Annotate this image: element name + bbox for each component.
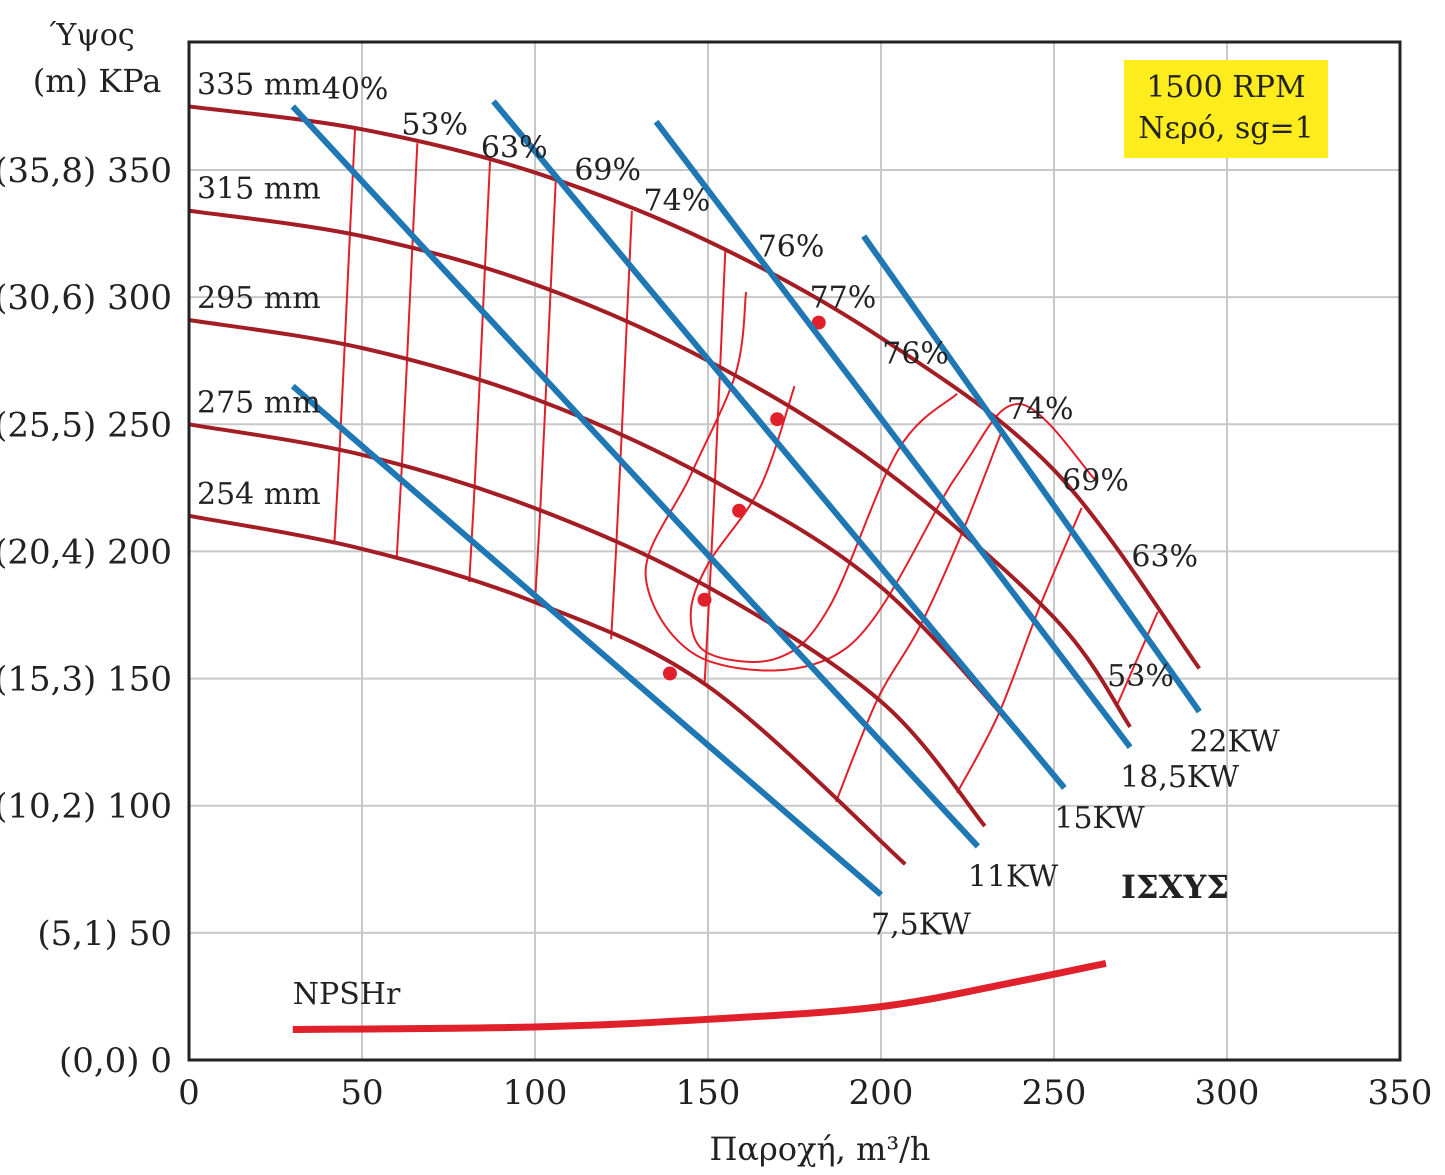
power-line bbox=[290, 383, 883, 897]
bep-point bbox=[770, 412, 785, 427]
efficiency-contour bbox=[610, 210, 633, 640]
rpm-label: 1500 RPM bbox=[1146, 70, 1305, 105]
efficiency-contour bbox=[468, 161, 492, 583]
efficiency-contour bbox=[956, 507, 1083, 794]
impeller-curve-295mm bbox=[188, 318, 1046, 764]
efficiency-contour bbox=[333, 128, 357, 544]
bep-point bbox=[732, 503, 747, 518]
impeller-label: 295 mm bbox=[197, 281, 321, 316]
x-tick-label: 100 bbox=[503, 1073, 568, 1113]
efficiency-label: 74% bbox=[644, 184, 711, 219]
power-title: ΙΣΧΥΣ bbox=[1121, 868, 1229, 906]
impeller-label: 335 mm bbox=[197, 67, 321, 102]
efficiency-label: 77% bbox=[810, 280, 877, 315]
x-tick-label: 350 bbox=[1368, 1073, 1433, 1113]
power-line-label: 22KW bbox=[1189, 725, 1280, 760]
efficiency-contour-76 bbox=[644, 291, 1097, 672]
efficiency-contours bbox=[333, 128, 1159, 803]
efficiency-label: 40% bbox=[322, 72, 389, 107]
power-lines bbox=[290, 99, 1202, 897]
fluid-label: Νερό, sg=1 bbox=[1138, 111, 1313, 146]
efficiency-contour bbox=[534, 180, 557, 603]
impeller-curve-275mm bbox=[188, 422, 987, 828]
plot-frame bbox=[187, 40, 1402, 1062]
x-tick-label: 300 bbox=[1195, 1073, 1260, 1113]
power-line bbox=[290, 104, 981, 849]
efficiency-contour bbox=[1115, 611, 1159, 708]
y-tick-label: (30,6) 300 bbox=[0, 278, 172, 318]
efficiency-label: 76% bbox=[882, 336, 949, 371]
impeller-curve-254mm bbox=[188, 513, 907, 866]
power-line-label: 18,5KW bbox=[1120, 760, 1239, 795]
power-line bbox=[491, 99, 1067, 790]
power-line-label: 15KW bbox=[1054, 801, 1145, 836]
efficiency-contour-77 bbox=[689, 385, 958, 663]
bep-point bbox=[697, 592, 712, 607]
y-axis-title-line2: (m) KPa bbox=[33, 62, 162, 100]
y-tick-label: (5,1) 50 bbox=[37, 914, 172, 954]
efficiency-label: 76% bbox=[758, 229, 825, 264]
power-line-label: 7,5KW bbox=[871, 908, 971, 943]
efficiency-label: 69% bbox=[1062, 463, 1129, 498]
efficiency-contour bbox=[395, 143, 419, 560]
x-tick-label: 200 bbox=[849, 1073, 914, 1113]
rpm-box-background bbox=[1124, 60, 1328, 158]
y-tick-label: (0,0) 0 bbox=[59, 1041, 172, 1081]
npshr-label: NPSHr bbox=[293, 977, 401, 1012]
x-tick-label: 0 bbox=[178, 1073, 200, 1113]
efficiency-label: 53% bbox=[401, 107, 468, 142]
x-tick-label: 250 bbox=[1022, 1073, 1087, 1113]
efficiency-label: 74% bbox=[1007, 392, 1074, 427]
efficiency-label: 69% bbox=[574, 153, 641, 188]
power-line bbox=[861, 234, 1202, 714]
power-line-label: 11KW bbox=[968, 859, 1059, 894]
y-tick-label: (10,2) 100 bbox=[0, 787, 172, 827]
y-tick-label: (15,3) 150 bbox=[0, 660, 172, 700]
impeller-curve-335mm bbox=[188, 104, 1201, 670]
x-tick-label: 50 bbox=[340, 1073, 383, 1113]
bep-point bbox=[662, 666, 677, 681]
x-axis-title: Παροχή, m³/h bbox=[709, 1130, 930, 1168]
bep-point bbox=[811, 315, 826, 330]
chart-labels: 0 50 100 150 200 250 300 350 (0,0) 0 (5,1) 50 (10,… bbox=[0, 67, 1432, 1113]
npshr-line bbox=[292, 959, 1107, 1033]
impeller-label: 275 mm bbox=[197, 385, 321, 420]
impeller-curve-315mm bbox=[188, 208, 1132, 729]
efficiency-contour bbox=[835, 430, 1004, 803]
y-tick-label: (35,8) 350 bbox=[0, 151, 172, 191]
impeller-label: 315 mm bbox=[197, 172, 321, 207]
efficiency-label: 63% bbox=[1131, 540, 1198, 575]
x-tick-label: 150 bbox=[676, 1073, 741, 1113]
impeller-label: 254 mm bbox=[197, 477, 321, 512]
rpm-box: 1500 RPM Νερό, sg=1 bbox=[1124, 60, 1328, 158]
efficiency-label: 53% bbox=[1107, 659, 1174, 694]
efficiency-label: 63% bbox=[481, 130, 548, 165]
npshr-curve bbox=[292, 959, 1107, 1033]
y-axis-title-line1: Ύψος bbox=[49, 18, 134, 53]
grid bbox=[188, 42, 1401, 1061]
impeller-curves bbox=[188, 104, 1201, 866]
y-tick-label: (20,4) 200 bbox=[0, 532, 172, 572]
y-tick-label: (25,5) 250 bbox=[0, 405, 172, 445]
power-line bbox=[653, 119, 1133, 750]
